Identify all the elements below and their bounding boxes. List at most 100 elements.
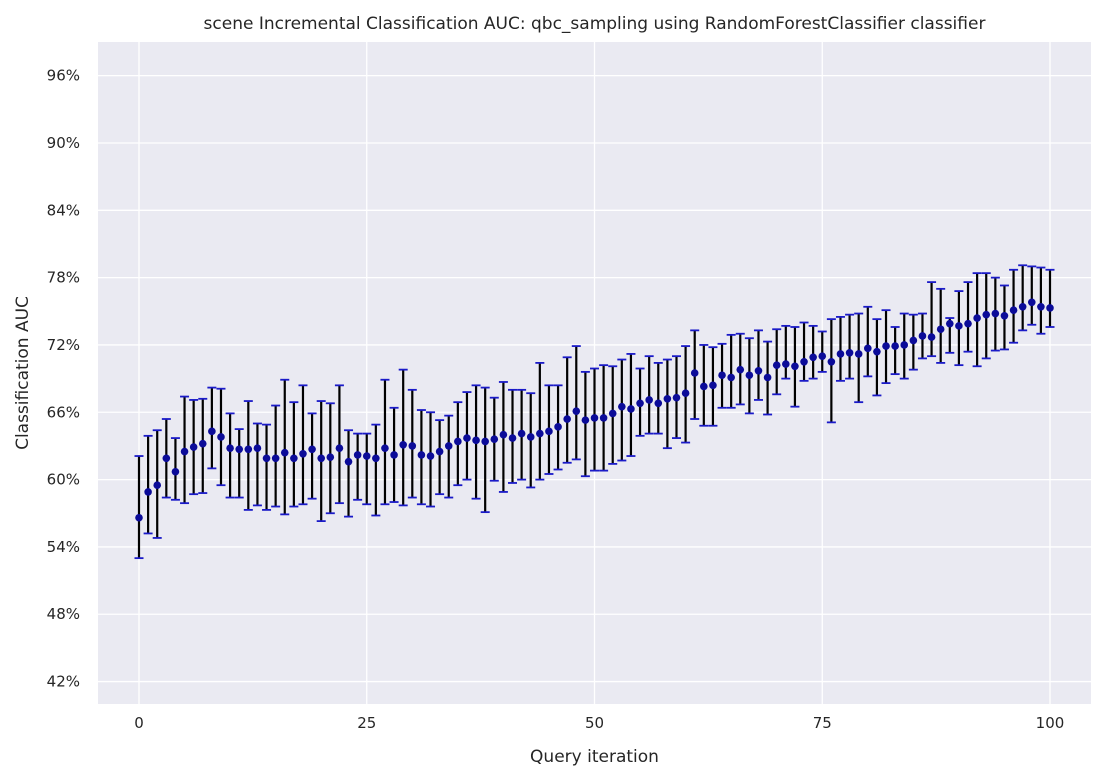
data-point bbox=[1027, 298, 1036, 307]
error-bar bbox=[653, 362, 663, 435]
data-point bbox=[1037, 303, 1045, 311]
y-axis-ticks: 42% 48% 54% 60% 66% 72% 78% 84% 90% 96% bbox=[47, 67, 80, 691]
x-tick-label: 0 bbox=[134, 714, 144, 732]
data-point bbox=[244, 445, 253, 454]
data-point bbox=[918, 332, 927, 340]
data-point bbox=[608, 409, 617, 418]
data-points bbox=[135, 298, 1054, 522]
data-point bbox=[180, 447, 189, 456]
data-point bbox=[827, 357, 836, 366]
error-bar bbox=[289, 401, 299, 508]
error-bar bbox=[371, 423, 381, 517]
data-point bbox=[955, 322, 963, 330]
data-point bbox=[517, 429, 526, 438]
error-bar bbox=[835, 315, 845, 382]
x-axis-label: Query iteration bbox=[530, 747, 659, 767]
error-bar bbox=[662, 358, 672, 450]
data-point bbox=[344, 457, 353, 466]
data-point bbox=[745, 371, 754, 380]
data-point bbox=[317, 454, 325, 463]
data-point bbox=[945, 319, 954, 328]
data-point bbox=[372, 454, 380, 463]
error-bar bbox=[726, 333, 736, 409]
data-point bbox=[800, 357, 808, 366]
data-point bbox=[891, 342, 899, 350]
error-bar bbox=[1018, 264, 1028, 332]
error-bar bbox=[826, 318, 836, 424]
data-point bbox=[809, 353, 817, 362]
error-bar bbox=[362, 432, 372, 506]
data-point bbox=[490, 435, 499, 444]
error-bar bbox=[644, 355, 654, 435]
data-point bbox=[772, 361, 781, 369]
y-tick-label: 42% bbox=[47, 673, 80, 691]
data-point bbox=[845, 349, 854, 357]
data-point bbox=[836, 350, 845, 358]
error-bar bbox=[435, 419, 445, 496]
data-point bbox=[198, 439, 207, 448]
error-bar bbox=[134, 455, 144, 560]
error-bar bbox=[872, 318, 882, 397]
error-bar bbox=[262, 423, 272, 511]
data-point bbox=[882, 342, 890, 350]
data-point bbox=[454, 437, 462, 446]
error-bar bbox=[963, 281, 973, 353]
data-point bbox=[435, 447, 444, 456]
data-point bbox=[654, 399, 663, 408]
y-axis-label: Classification AUC bbox=[13, 296, 33, 450]
data-point bbox=[153, 481, 162, 490]
error-bar bbox=[1027, 265, 1037, 326]
data-point bbox=[1009, 306, 1018, 314]
error-bar bbox=[753, 329, 763, 401]
data-point bbox=[144, 488, 152, 496]
error-bar bbox=[1036, 266, 1046, 335]
error-bar bbox=[580, 370, 590, 478]
data-point bbox=[936, 325, 945, 334]
y-tick-label: 54% bbox=[47, 538, 80, 556]
data-point bbox=[1018, 303, 1027, 311]
data-point bbox=[135, 513, 143, 522]
data-point bbox=[271, 454, 280, 463]
data-point bbox=[791, 362, 799, 371]
data-point bbox=[581, 416, 590, 424]
data-point bbox=[754, 366, 763, 375]
x-axis-ticks: 0 25 50 75 100 bbox=[134, 714, 1064, 732]
data-point bbox=[563, 415, 571, 423]
error-bar bbox=[353, 432, 363, 501]
data-point bbox=[326, 453, 335, 461]
data-point bbox=[599, 414, 608, 422]
data-point bbox=[444, 442, 453, 450]
y-tick-label: 48% bbox=[47, 605, 80, 623]
data-point bbox=[463, 434, 471, 442]
x-tick-label: 75 bbox=[813, 714, 832, 732]
data-point bbox=[645, 396, 653, 404]
data-point bbox=[1000, 311, 1009, 320]
data-point bbox=[299, 449, 307, 458]
error-bar bbox=[252, 422, 262, 507]
data-point bbox=[818, 352, 827, 360]
data-point bbox=[280, 448, 289, 457]
data-point bbox=[235, 445, 244, 454]
data-point bbox=[381, 444, 389, 452]
data-point bbox=[545, 427, 553, 436]
data-point bbox=[362, 452, 371, 460]
error-bar bbox=[243, 400, 253, 511]
data-point bbox=[864, 344, 872, 353]
error-bar bbox=[307, 412, 317, 500]
data-point bbox=[499, 430, 508, 439]
data-point bbox=[927, 333, 936, 341]
data-point bbox=[162, 454, 171, 463]
data-point bbox=[700, 382, 708, 391]
y-tick-label: 60% bbox=[47, 471, 80, 489]
error-bar bbox=[626, 353, 636, 457]
error-bar bbox=[1045, 268, 1055, 328]
data-point bbox=[290, 454, 298, 463]
data-point bbox=[481, 437, 489, 446]
data-point bbox=[508, 434, 517, 442]
y-tick-label: 90% bbox=[47, 134, 80, 152]
data-point bbox=[408, 442, 417, 450]
error-bar bbox=[927, 281, 937, 358]
error-bar bbox=[398, 368, 408, 507]
error-bar bbox=[808, 324, 818, 380]
